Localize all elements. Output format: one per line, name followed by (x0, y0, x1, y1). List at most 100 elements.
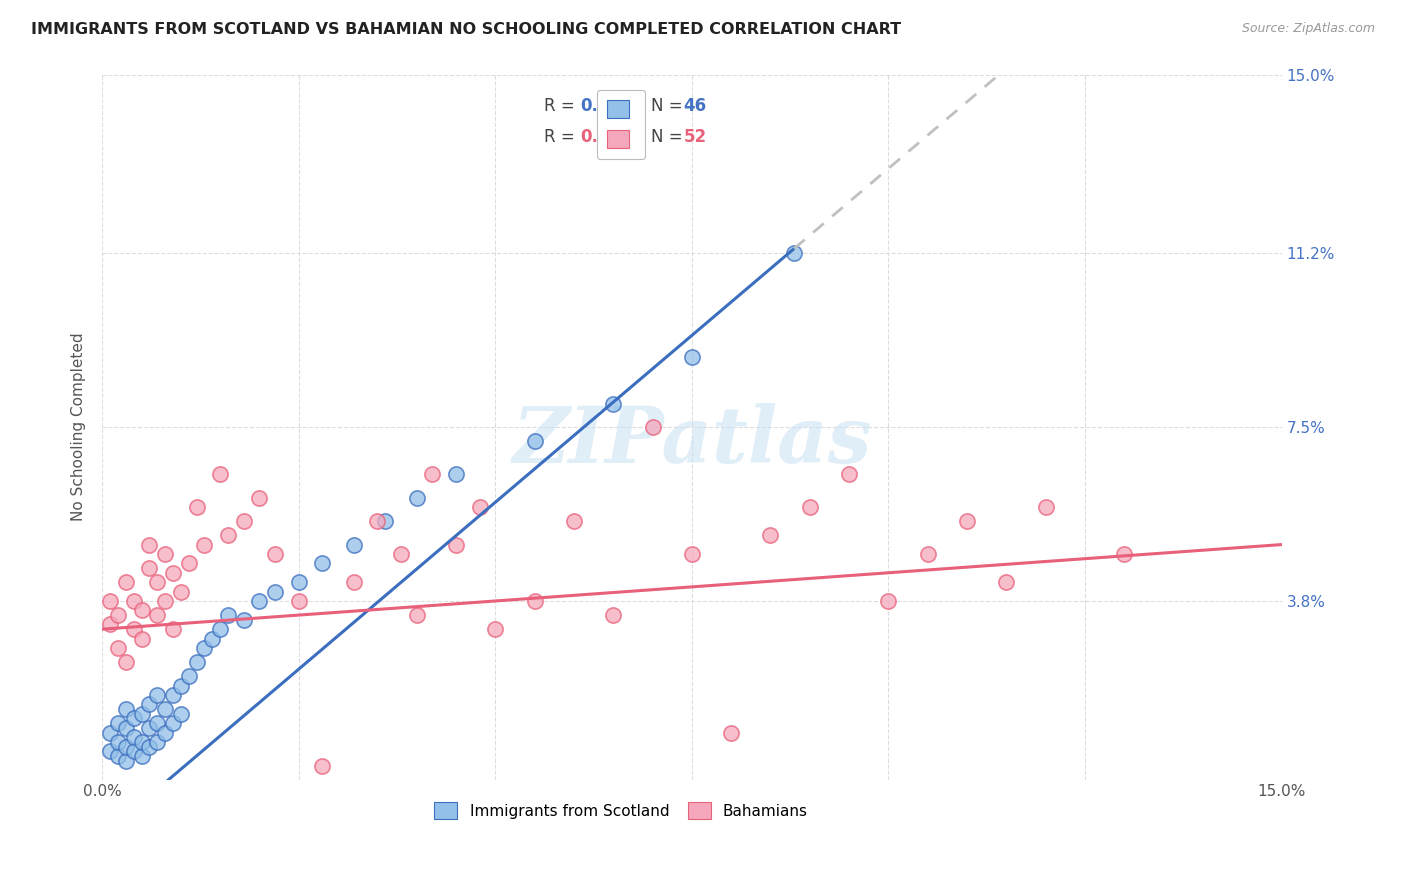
Point (720, 725, 742, 739)
Text: Source: ZipAtlas.com: Source: ZipAtlas.com (1241, 22, 1375, 36)
Legend: Immigrants from Scotland, Bahamians: Immigrants from Scotland, Bahamians (429, 796, 814, 825)
Point (1035, 500, 1057, 514)
Y-axis label: No Schooling Completed: No Schooling Completed (72, 333, 86, 522)
Point (107, 716, 129, 731)
Point (681, 350, 703, 364)
Point (146, 575, 169, 590)
Point (444, 467, 467, 481)
Point (877, 594, 900, 608)
Point (122, 711, 145, 725)
Point (153, 702, 176, 716)
Point (343, 575, 366, 590)
Point (138, 721, 160, 735)
Point (162, 716, 184, 731)
Point (374, 514, 396, 528)
Point (177, 669, 200, 683)
Point (162, 566, 184, 580)
Point (186, 500, 208, 514)
Text: R =: R = (544, 128, 581, 145)
Point (122, 622, 145, 636)
Point (162, 622, 184, 636)
Point (783, 246, 806, 260)
Point (114, 739, 136, 754)
Point (98, 725, 121, 739)
Point (170, 706, 193, 721)
Point (523, 434, 546, 449)
Point (98, 617, 121, 632)
Point (389, 547, 412, 561)
Point (641, 420, 664, 434)
Point (98, 744, 121, 758)
Point (209, 622, 232, 636)
Point (131, 706, 153, 721)
Point (122, 594, 145, 608)
Point (217, 528, 239, 542)
Point (249, 491, 271, 505)
Point (131, 749, 153, 764)
Point (217, 608, 239, 623)
Point (405, 608, 427, 623)
Point (193, 538, 215, 552)
Point (444, 538, 467, 552)
Text: 0.767: 0.767 (579, 97, 633, 115)
Point (287, 575, 309, 590)
Point (114, 655, 136, 669)
Point (917, 547, 939, 561)
Point (523, 594, 546, 608)
Point (264, 547, 287, 561)
Point (146, 735, 169, 749)
Point (405, 491, 427, 505)
Text: ZIPatlas: ZIPatlas (512, 403, 872, 479)
Point (138, 538, 160, 552)
Text: N =: N = (651, 97, 688, 115)
Text: IMMIGRANTS FROM SCOTLAND VS BAHAMIAN NO SCHOOLING COMPLETED CORRELATION CHART: IMMIGRANTS FROM SCOTLAND VS BAHAMIAN NO … (31, 22, 901, 37)
Point (1114, 547, 1136, 561)
Point (468, 500, 491, 514)
Point (138, 698, 160, 712)
Point (162, 688, 184, 702)
Text: N =: N = (651, 128, 688, 145)
Point (201, 632, 224, 646)
Point (193, 640, 215, 655)
Point (107, 749, 129, 764)
Point (177, 557, 200, 571)
Point (107, 735, 129, 749)
Point (956, 514, 979, 528)
Point (107, 608, 129, 623)
Point (562, 514, 585, 528)
Point (232, 613, 254, 627)
Text: 46: 46 (683, 97, 707, 115)
Point (170, 679, 193, 693)
Point (995, 575, 1018, 590)
Point (311, 557, 333, 571)
Point (186, 655, 208, 669)
Point (114, 702, 136, 716)
Point (484, 622, 506, 636)
Text: 52: 52 (683, 128, 707, 145)
Point (209, 467, 232, 481)
Point (799, 500, 821, 514)
Point (681, 547, 703, 561)
Point (122, 744, 145, 758)
Point (759, 528, 782, 542)
Point (170, 584, 193, 599)
Point (146, 716, 169, 731)
Point (131, 632, 153, 646)
Text: R =: R = (544, 97, 581, 115)
Point (107, 640, 129, 655)
Point (138, 561, 160, 575)
Point (114, 575, 136, 590)
Point (153, 547, 176, 561)
Point (146, 688, 169, 702)
Point (838, 467, 860, 481)
Point (366, 514, 388, 528)
Point (287, 594, 309, 608)
Point (422, 467, 444, 481)
Point (264, 584, 287, 599)
Point (138, 739, 160, 754)
Point (122, 731, 145, 745)
Point (114, 721, 136, 735)
Point (249, 594, 271, 608)
Point (98, 594, 121, 608)
Point (343, 538, 366, 552)
